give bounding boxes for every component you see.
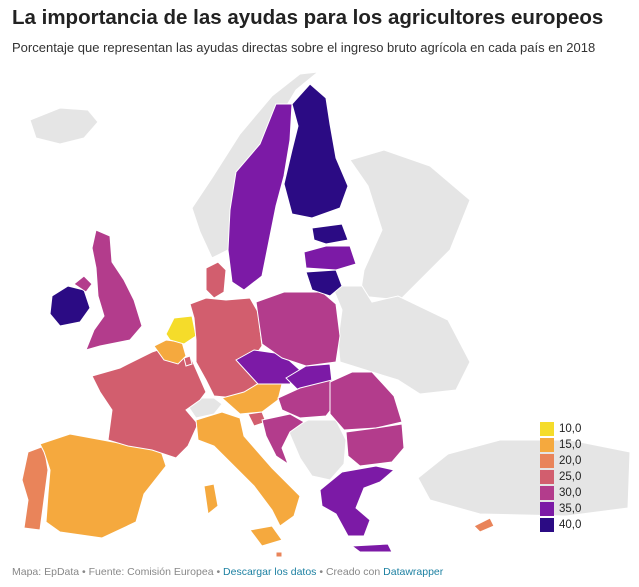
region-finland [283, 83, 349, 219]
legend-label: 15,0 [559, 439, 582, 451]
legend-item: 15,0 [540, 438, 581, 452]
region-sardinia [203, 483, 219, 515]
region-poland [255, 291, 341, 367]
region-turkey [417, 439, 631, 517]
legend-swatch [540, 422, 554, 436]
legend-swatch [540, 438, 554, 452]
region-sweden [227, 103, 293, 291]
region-united-kingdom [85, 229, 143, 351]
region-iceland [29, 107, 99, 145]
legend-swatch [540, 486, 554, 500]
region-romania [329, 371, 403, 431]
legend-item: 25,0 [540, 470, 581, 484]
region-estonia [311, 223, 349, 245]
legend-label: 20,0 [559, 455, 582, 467]
region-italy [195, 411, 301, 527]
color-legend: 10,0 15,0 20,0 25,0 30,0 35,0 40,0 [540, 422, 581, 534]
region-luxembourg [183, 355, 193, 367]
region-netherlands [165, 315, 197, 345]
legend-label: 10,0 [559, 423, 582, 435]
legend-swatch [540, 518, 554, 532]
legend-item: 35,0 [540, 502, 581, 516]
legend-swatch [540, 454, 554, 468]
eu-countries [21, 83, 495, 558]
region-northern-ireland [73, 275, 93, 293]
region-austria [220, 379, 283, 415]
region-belgium [153, 339, 187, 365]
region-ireland [49, 285, 91, 327]
legend-label: 35,0 [559, 503, 582, 515]
region-crete [350, 543, 393, 553]
region-croatia [261, 413, 305, 466]
non-eu-countries [29, 71, 631, 517]
chart-title: La importancia de las ayudas para los ag… [12, 6, 604, 29]
legend-label: 40,0 [559, 519, 582, 531]
region-sicily [249, 525, 283, 547]
legend-swatch [540, 502, 554, 516]
download-data-link[interactable]: Descargar los datos [223, 566, 317, 578]
legend-label: 30,0 [559, 487, 582, 499]
footer-created-with: • Creado con [316, 566, 384, 578]
region-russia [349, 149, 471, 301]
europe-map [21, 71, 631, 558]
legend-item: 20,0 [540, 454, 581, 468]
region-lithuania [305, 269, 343, 297]
chart-subtitle: Porcentaje que representan las ayudas di… [12, 40, 596, 55]
region-latvia [303, 245, 357, 271]
legend-item: 40,0 [540, 518, 581, 532]
footer-source: Mapa: EpData • Fuente: Comisión Europea … [12, 566, 224, 578]
legend-item: 30,0 [540, 486, 581, 500]
region-malta [275, 551, 283, 558]
region-balkans-west [287, 419, 347, 481]
footer-credits: Mapa: EpData • Fuente: Comisión Europea … [12, 566, 443, 578]
region-denmark [205, 261, 227, 299]
legend-label: 25,0 [559, 471, 582, 483]
legend-swatch [540, 470, 554, 484]
region-portugal [21, 445, 49, 531]
region-cyprus [473, 517, 495, 533]
legend-item: 10,0 [540, 422, 581, 436]
datawrapper-link[interactable]: Datawrapper [383, 566, 444, 578]
region-bulgaria [345, 423, 405, 467]
region-greece [319, 465, 396, 537]
